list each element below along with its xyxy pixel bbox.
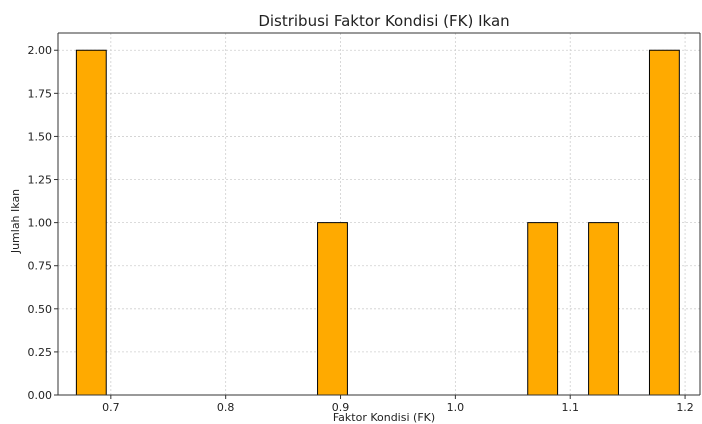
tick-labels: 0.7 0.8 0.9 1.0 1.1 1.2 0.00 0.25 0.50 0.75 1.00 1.… <box>28 44 694 414</box>
y-tick-label: 2.00 <box>28 44 53 57</box>
y-tick-label: 1.00 <box>28 217 53 230</box>
histogram-bar <box>527 222 559 396</box>
y-tick-label: 0.25 <box>28 346 53 359</box>
y-tick-label: 1.50 <box>28 130 53 143</box>
y-axis-title: Jumlah Ikan <box>9 189 22 254</box>
y-tick-label: 1.25 <box>28 174 53 187</box>
y-tick-label: 0.50 <box>28 303 53 316</box>
x-tick-label: 1.1 <box>561 401 579 414</box>
x-tick-label: 0.7 <box>102 401 120 414</box>
y-tick-label: 0.00 <box>28 389 53 402</box>
x-tick-label: 0.9 <box>332 401 350 414</box>
x-tick-label: 1.0 <box>447 401 465 414</box>
x-tick-label: 0.8 <box>217 401 235 414</box>
x-axis-title: Faktor Kondisi (FK) <box>333 411 435 424</box>
x-tick-label: 1.2 <box>676 401 694 414</box>
histogram-bar <box>588 222 619 396</box>
histogram-bar <box>648 49 680 396</box>
y-tick-label: 1.75 <box>28 87 53 100</box>
histogram-bar <box>75 49 107 396</box>
y-tick-label: 0.75 <box>28 260 53 273</box>
chart-title: Distribusi Faktor Kondisi (FK) Ikan <box>258 12 509 30</box>
histogram-bars <box>75 49 680 396</box>
histogram-bar <box>317 222 348 396</box>
